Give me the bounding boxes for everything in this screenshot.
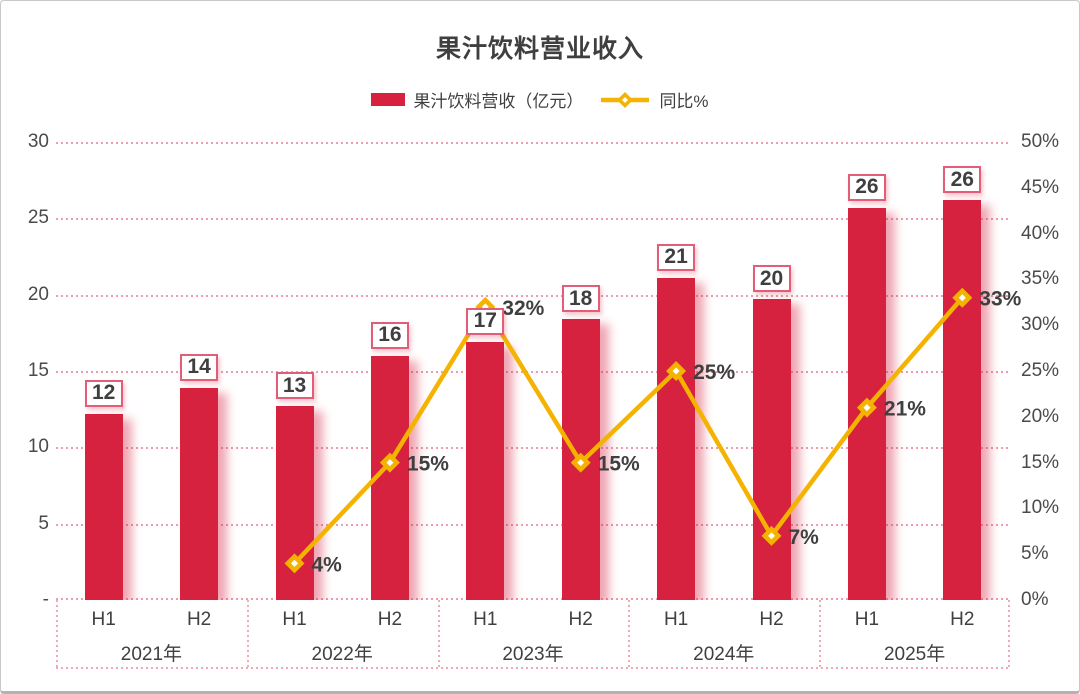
gridline [56,371,1010,373]
half-year-label: H1 [91,609,116,630]
legend-label-revenue: 果汁饮料营收（亿元） [413,92,584,111]
left-axis-tick: 30 [27,131,49,152]
right-axis-tick: 0% [1021,589,1049,610]
bar-value-label: 13 [275,372,314,400]
line-diamond-swatch-icon [601,91,650,108]
grid-layer [56,142,1010,600]
revenue-bar [180,387,219,600]
yoy-marker-center [672,367,680,375]
left-axis-tick: 20 [27,283,49,305]
right-axis-tick: 10% [1021,497,1060,519]
bar-swatch-icon [371,93,406,106]
right-axis-tick: 50% [1021,131,1060,152]
category-separator [437,600,440,669]
category-separator [1008,600,1010,669]
bar-value-label: 21 [657,243,696,271]
left-axis-tick: 15 [27,360,49,381]
year-label: 2022年 [311,644,373,665]
year-label: 2024年 [693,644,755,665]
legend-label-yoy: 同比% [659,92,709,111]
left-axis-tick: - [42,589,49,610]
year-label: 2025年 [883,644,946,665]
bar-value-label: 18 [561,285,600,313]
half-year-label: H1 [854,609,880,630]
yoy-marker-center [577,459,585,467]
right-axis-tick: 5% [1021,543,1049,565]
yoy-value-label: 15% [407,453,449,476]
left-axis-tick: 5 [38,512,49,534]
plot-area: 4% 15% 32% 15% 25% 7% 21% 33% 12 14 13 16 17 18 21 20 26… [56,142,1022,600]
bar-value-label: 16 [370,321,409,349]
yoy-value-label: 4% [312,553,343,576]
half-year-label: H1 [473,609,498,630]
right-axis-tick: 40% [1021,222,1060,244]
right-axis-tick: 15% [1021,451,1060,473]
chart-title: 果汁饮料营业收入 [435,35,644,63]
bar-value-label: 26 [943,166,982,193]
bar-value-label: 26 [847,173,886,201]
half-year-label: H2 [950,609,975,630]
half-year-label: H2 [568,609,593,630]
bar-value-label: 17 [466,307,505,335]
yoy-marker-center [768,532,775,540]
left-axis-tick: 25 [27,207,49,229]
year-label: 2021年 [120,644,183,665]
gridline [56,218,1010,221]
bar-label-layer: 12 14 13 16 17 18 21 20 26 26 [56,142,1010,600]
half-year-label: H1 [282,609,307,630]
bar-value-label: 14 [180,353,219,381]
category-axis: H1 H2 H1 H2 H1 H2 H1 H2 H1 H2 2021年 2022年 2023年 2024年… [56,600,1010,669]
revenue-bar [84,413,123,600]
gridline [56,447,1010,450]
revenue-bar [466,342,505,600]
revenue-bar [752,299,791,600]
category-separator [628,600,631,669]
gridline [56,142,1010,144]
gridline [56,294,1010,297]
half-year-label: H1 [663,609,689,630]
right-axis-tick: 35% [1021,268,1060,290]
gridline [56,598,1010,600]
yoy-value-label: 33% [979,288,1021,311]
yoy-value-label: 25% [693,361,735,384]
yoy-value-label: 15% [598,453,640,476]
gridline [56,523,1010,526]
year-label: 2023年 [502,644,564,665]
legend: 果汁饮料营收（亿元） 同比% [1,87,1079,112]
category-separator [246,600,249,669]
legend-item-yoy: 同比% [599,87,709,112]
left-axis-tick: 10 [27,436,49,458]
half-year-label: H2 [186,609,212,630]
bar-value-label: 20 [752,265,791,293]
right-axis-tick: 30% [1021,314,1060,336]
yoy-marker-center [386,459,394,467]
yoy-line [292,296,964,565]
category-axis-bottom-border [56,667,1010,669]
legend-item-revenue: 果汁饮料营收（亿元） [371,87,583,112]
revenue-bar [657,277,696,600]
half-year-label: H2 [759,609,784,630]
category-separator [56,600,58,669]
yoy-marker-center [863,404,871,412]
category-separator [819,600,822,669]
yoy-value-label: 32% [502,297,544,320]
yoy-value-label: 7% [789,526,820,549]
right-axis-tick: 20% [1021,405,1060,427]
right-axis-tick: 25% [1021,360,1060,381]
yoy-line-layer: 4% 15% 32% 15% 25% 7% 21% 33% [284,287,1022,576]
yoy-marker-center [958,294,966,302]
revenue-bar [943,200,982,600]
right-axis-tick: 45% [1021,176,1060,198]
yoy-marker-center [291,559,298,567]
bar-value-label: 12 [84,379,123,407]
yoy-value-label: 21% [884,398,926,421]
half-year-label: H2 [377,609,403,630]
